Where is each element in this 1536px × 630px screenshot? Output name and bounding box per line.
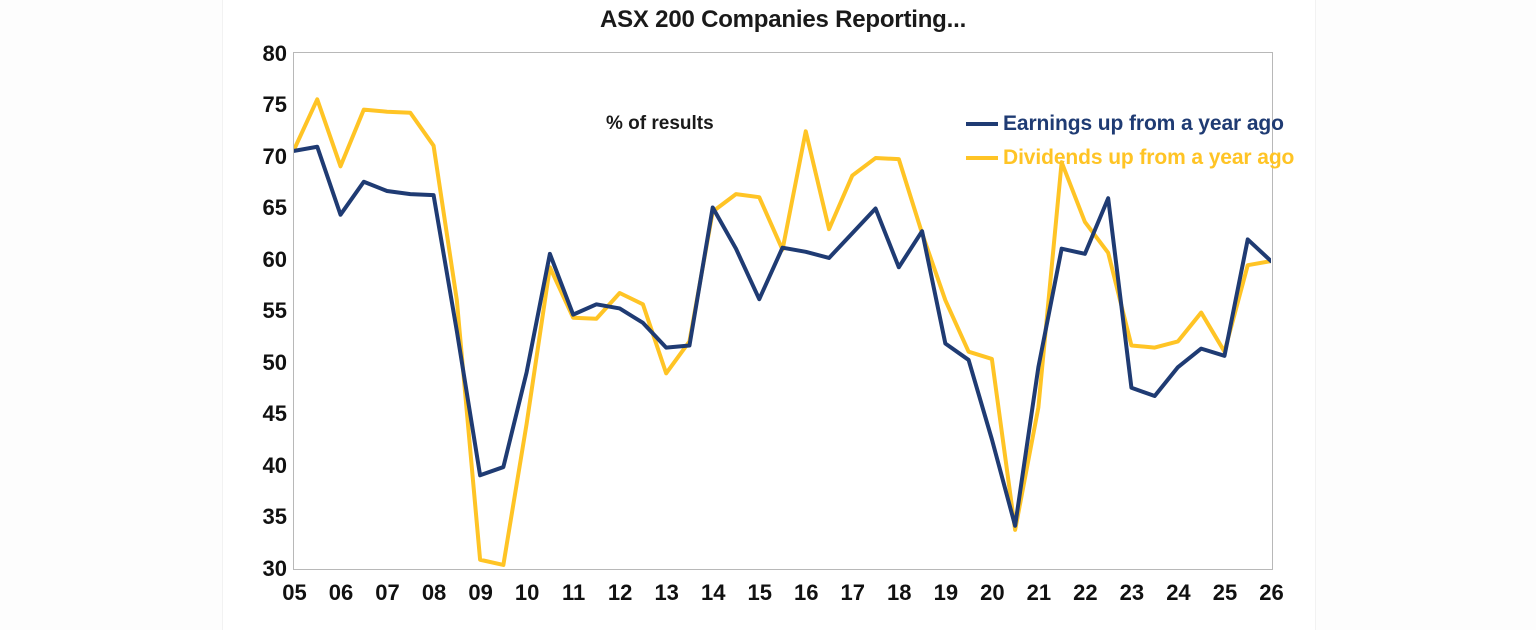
x-axis-tick-label: 26 (1259, 580, 1284, 605)
y-axis-tick-label: 65 (262, 195, 287, 220)
x-axis-tick-label: 17 (840, 580, 866, 605)
x-axis-tick-label: 16 (794, 580, 819, 605)
y-axis-label-group: 30 35 40 45 50 55 60 65 70 75 80 (231, 0, 287, 630)
y-axis-tick-label: 70 (262, 143, 287, 169)
x-axis-tick-label: 07 (375, 580, 400, 605)
x-axis-tick-label: 25 (1212, 580, 1238, 605)
y-axis-tick-label: 35 (262, 504, 287, 529)
axis-note: % of results (606, 113, 714, 134)
x-axis-tick-label: 06 (328, 580, 354, 605)
chart-legend: Earnings up from a year ago Dividends up… (966, 107, 1294, 175)
x-axis-tick-label: 09 (468, 580, 493, 605)
y-axis-tick-label: 60 (262, 246, 287, 272)
x-axis-tick-label: 10 (514, 580, 540, 605)
y-axis-tick-label: 40 (262, 452, 287, 478)
x-axis-tick-label: 05 (282, 580, 307, 605)
page-title: ASX 200 Companies Reporting... (599, 6, 967, 33)
x-axis-label-group: 05 06 07 08 09 10 11 12 13 14 15 16 17 18 19 20 21 22 23 24… (0, 582, 1536, 612)
series-svg (294, 97, 1271, 567)
legend-swatch-dividends (966, 156, 998, 160)
plot-area: % of results Earnings up from a year ago… (293, 52, 1294, 570)
y-axis-tick-label: 75 (262, 92, 287, 117)
x-axis-tick-label: 21 (1026, 580, 1052, 605)
y-axis-tick-label: 50 (262, 349, 287, 375)
x-axis-tick-label: 18 (887, 580, 912, 605)
legend-item-earnings: Earnings up from a year ago (966, 107, 1294, 141)
y-axis-tick-label: 30 (262, 555, 287, 581)
x-axis-tick-label: 11 (562, 580, 586, 605)
legend-label-dividends: Dividends up from a year ago (1003, 146, 1295, 169)
x-axis-tick-label: 24 (1166, 580, 1191, 605)
x-axis-tick-label: 13 (654, 580, 679, 605)
x-axis-tick-label: 12 (607, 580, 633, 605)
y-axis-tick-label: 55 (262, 298, 287, 323)
x-axis-tick-label: 20 (980, 580, 1005, 605)
x-axis-tick-label: 22 (1073, 580, 1098, 605)
x-axis-tick-label: 08 (421, 580, 447, 605)
legend-item-dividends: Dividends up from a year ago (966, 141, 1294, 175)
x-axis-tick-label: 19 (933, 580, 959, 605)
x-axis-tick-label: 15 (747, 580, 772, 605)
legend-label-earnings: Earnings up from a year ago (1003, 112, 1284, 135)
y-axis-tick-label: 80 (262, 40, 287, 66)
legend-swatch-earnings (966, 122, 998, 126)
x-axis-tick-label: 14 (700, 580, 726, 605)
y-axis-tick-label: 45 (262, 401, 287, 426)
earnings-line (294, 144, 1271, 528)
x-axis-tick-label: 23 (1119, 580, 1145, 605)
